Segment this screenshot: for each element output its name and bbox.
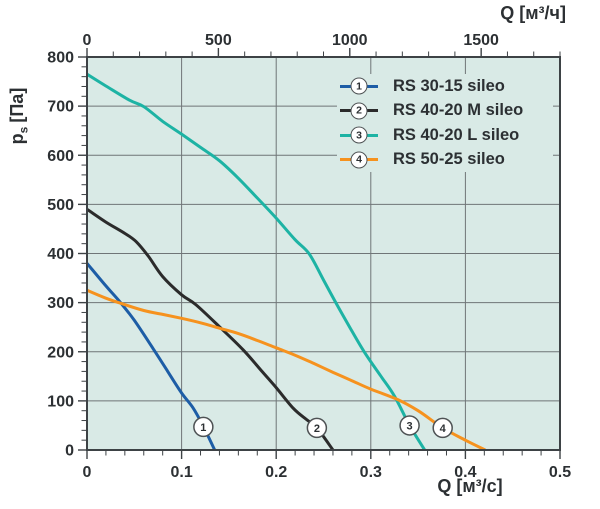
- y-tick-label: 200: [47, 344, 74, 361]
- x-bottom-tick-label: 0.1: [170, 464, 192, 481]
- curve-marker-circle: [193, 416, 214, 438]
- series-line-rs-50-25-sileo: [86, 288, 486, 450]
- curve-marker-number: 1: [200, 422, 206, 434]
- tick-labels: 0 100 200 300 400 500 600 700 800 0 0.1 0.2 0.3 0.4 0.…: [47, 32, 571, 481]
- legend: 1 RS 30-15 sileo 2 RS 40-20 M sileo 3 RS 40-2…: [337, 74, 553, 172]
- y-tick-label: 800: [47, 50, 74, 67]
- legend-color-sample: 4: [340, 151, 378, 169]
- series-line-rs-40-20-m-sileo: [86, 208, 335, 450]
- x-top-tick-label: 1000: [332, 32, 368, 49]
- legend-number-badge: 1: [350, 77, 368, 95]
- x-top-tick-label: 0: [83, 32, 92, 49]
- series-line-rs-30-15-sileo: [86, 262, 217, 450]
- series-curves: [86, 72, 486, 450]
- x-bottom-tick-label: 0.4: [454, 464, 476, 481]
- legend-item-4: 4 RS 50-25 sileo: [337, 149, 553, 171]
- y-tick-label: 600: [47, 148, 74, 165]
- x-top-tick-label: 500: [205, 32, 232, 49]
- y-axis-label: ps [Па]: [7, 56, 31, 176]
- curve-marker-3: 3: [399, 415, 420, 436]
- x-top-tick-label: 1500: [463, 32, 499, 49]
- legend-label: RS 40-20 M sileo: [393, 101, 524, 120]
- y-tick-label: 300: [47, 295, 74, 312]
- x-bottom-tick-label: 0.5: [549, 464, 571, 481]
- legend-item-2: 2 RS 40-20 M sileo: [337, 100, 553, 122]
- series-line-rs-40-20-l-sileo: [86, 72, 426, 450]
- x-axis-label-top: Q [м³/ч]: [500, 3, 566, 23]
- y-axis-label-unit: [Па]: [7, 87, 27, 123]
- legend-number-badge: 2: [350, 102, 368, 120]
- curve-marker-1: 1: [193, 416, 214, 438]
- legend-number-badge: 3: [350, 126, 368, 144]
- y-axis-label-symbol: p: [7, 133, 27, 145]
- legend-item-3: 3 RS 40-20 L sileo: [337, 124, 553, 146]
- y-tick-label: 100: [47, 393, 74, 410]
- legend-label: RS 50-25 sileo: [393, 150, 505, 169]
- x-bottom-tick-label: 0.3: [360, 464, 382, 481]
- x-axis-label-bottom: Q [м³/с]: [437, 476, 503, 496]
- y-tick-label: 0: [65, 443, 74, 460]
- x-bottom-tick-label: 0.2: [265, 464, 287, 481]
- x-bottom-tick-label: 0: [83, 464, 92, 481]
- curve-marker-circle: [432, 417, 453, 439]
- curve-marker-number: 2: [314, 423, 320, 435]
- curve-marker-circle: [306, 417, 328, 439]
- legend-label: RS 40-20 L sileo: [393, 125, 520, 144]
- y-tick-label: 700: [47, 99, 74, 116]
- curve-marker-number: 4: [440, 423, 447, 435]
- legend-color-sample: 1: [340, 77, 378, 95]
- axis-ticks: [78, 48, 561, 459]
- curve-marker-number: 3: [407, 420, 413, 432]
- legend-number-badge: 4: [350, 151, 368, 169]
- curve-marker-circle: [399, 415, 420, 436]
- curve-marker-2: 2: [306, 417, 328, 439]
- plot-frame: [86, 56, 561, 451]
- y-axis-label-subscript: s: [16, 126, 31, 134]
- legend-color-sample: 3: [340, 126, 378, 144]
- legend-label: RS 30-15 sileo: [393, 76, 505, 95]
- y-tick-label: 500: [47, 197, 74, 214]
- legend-item-1: 1 RS 30-15 sileo: [337, 75, 553, 97]
- y-tick-label: 400: [47, 246, 74, 263]
- legend-color-sample: 2: [340, 102, 378, 120]
- curve-marker-4: 4: [432, 417, 453, 439]
